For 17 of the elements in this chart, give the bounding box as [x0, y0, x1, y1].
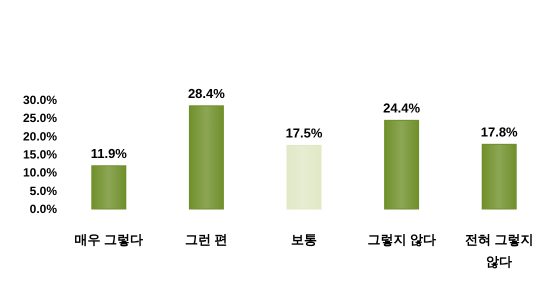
y-tick-label: 25.0% — [22, 111, 58, 126]
data-label: 17.5% — [286, 125, 323, 140]
data-label: 24.4% — [383, 100, 420, 116]
data-label: 28.4% — [188, 86, 226, 101]
data-label: 11.9% — [90, 146, 128, 161]
x-tick-label: 보통 — [291, 232, 317, 247]
x-tick-label: 그렇지 않다 — [367, 232, 436, 247]
y-tick-label: 30.0% — [22, 93, 58, 107]
y-tick-label: 20.0% — [22, 129, 58, 144]
x-tick-label: 그런 편 — [185, 232, 228, 247]
x-tick-label: 매우 그렇다 — [74, 232, 144, 247]
x-tick-label: 전혀 그렇지 않다 — [464, 232, 534, 269]
y-tick-label: 0.0% — [30, 202, 58, 216]
y-tick-label: 5.0% — [30, 184, 58, 198]
y-tick-label: 10.0% — [22, 166, 58, 180]
data-label: 17.8% — [480, 124, 518, 140]
y-tick-label: 15.0% — [22, 148, 58, 162]
